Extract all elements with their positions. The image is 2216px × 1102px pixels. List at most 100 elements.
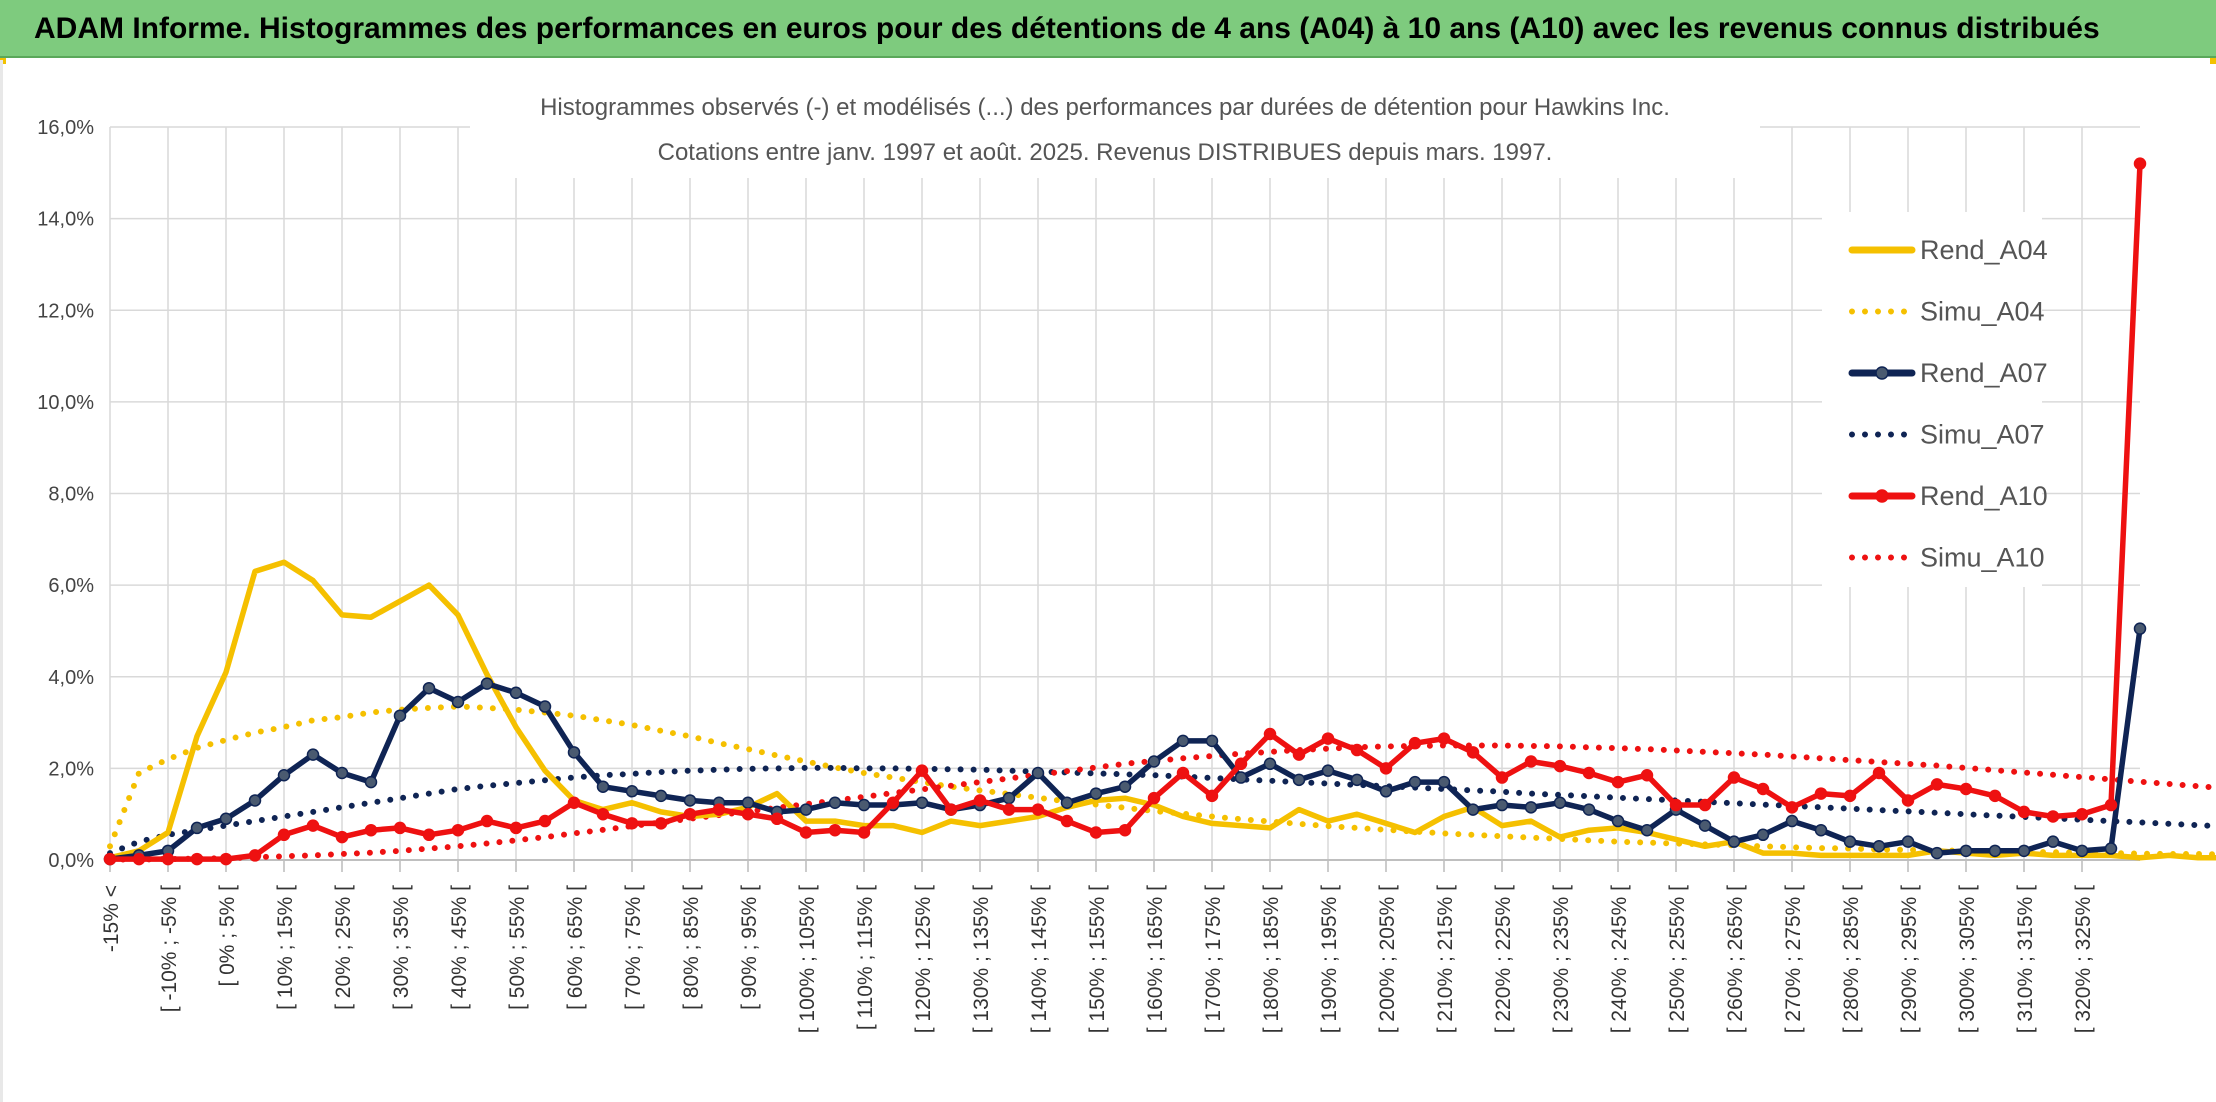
data-point-rend-a10 <box>2046 810 2060 823</box>
chart-legend: Rend_A04 Simu_A04 Rend_A07 Simu_A07 Rend_A10… <box>1848 235 2048 573</box>
banner-corner-right <box>2210 58 2216 64</box>
series-line-simu-a10 <box>107 742 2216 863</box>
x-tick-label: [ 190% ; 195% [ <box>1318 885 1341 1033</box>
data-point-rend-a07 <box>1437 775 1451 789</box>
y-tick-label: 8,0% <box>48 484 94 506</box>
data-point-rend-a10 <box>1176 766 1190 780</box>
data-point-rend-a10 <box>799 826 813 839</box>
legend-marker-rend-a07 <box>1875 366 1889 380</box>
x-tick-label: [ 50% ; 55% [ <box>506 885 529 1010</box>
data-point-rend-a10 <box>2017 805 2031 819</box>
data-point-rend-a10 <box>1408 736 1422 750</box>
data-point-rend-a10 <box>1031 803 1045 816</box>
data-point-rend-a10 <box>1524 755 1538 768</box>
data-point-rend-a10 <box>277 828 291 842</box>
data-point-rend-a10 <box>1843 789 1857 803</box>
data-point-rend-a10 <box>1002 803 1016 816</box>
y-tick-label: 0,0% <box>48 850 94 872</box>
x-tick-label: [ 110% ; 115% [ <box>854 885 877 1030</box>
y-tick-label: 10,0% <box>37 392 94 414</box>
data-point-rend-a07 <box>538 700 552 713</box>
data-point-rend-a07 <box>1350 773 1364 787</box>
data-point-rend-a10 <box>596 807 610 821</box>
data-point-rend-a07 <box>1234 771 1248 784</box>
series-line-simu-a04 <box>107 703 2216 858</box>
data-point-rend-a10 <box>1872 766 1886 780</box>
data-point-rend-a07 <box>2046 835 2060 848</box>
legend-label-simu-a04: Simu_A04 <box>1920 297 2045 327</box>
data-point-rend-a10 <box>2133 157 2147 170</box>
data-point-rend-a10 <box>1437 732 1451 745</box>
legend-label-simu-a10: Simu_A10 <box>1920 543 2045 573</box>
x-tick-label: [ -10% ; -5% [ <box>158 885 181 1012</box>
data-point-rend-a10 <box>161 852 175 866</box>
data-point-rend-a07 <box>277 768 291 782</box>
data-point-rend-a07 <box>335 766 349 780</box>
x-tick-label: [ 10% ; 15% [ <box>274 885 297 1010</box>
y-tick-label: 6,0% <box>48 575 94 597</box>
data-point-rend-a07 <box>306 748 320 761</box>
x-tick-label: [ 80% ; 85% [ <box>680 885 703 1010</box>
y-tick-label: 2,0% <box>48 758 94 780</box>
data-point-rend-a10 <box>2075 807 2089 821</box>
data-point-rend-a07 <box>2017 844 2031 858</box>
x-tick-label: [ 40% ; 45% [ <box>448 885 471 1010</box>
data-point-rend-a07 <box>1002 791 1016 805</box>
data-point-rend-a07 <box>1176 734 1190 748</box>
data-point-rend-a10 <box>1263 727 1277 741</box>
data-point-rend-a10 <box>1118 823 1132 837</box>
x-tick-label: [ 270% ; 275% [ <box>1782 885 1805 1033</box>
data-point-rend-a07 <box>1495 798 1509 812</box>
legend-marker-rend-a10 <box>1875 489 1889 503</box>
x-tick-label: [ 0% ; 5% [ <box>216 885 239 987</box>
data-point-rend-a07 <box>625 785 639 798</box>
data-point-rend-a07 <box>364 775 378 789</box>
x-tick-label: -15% < <box>100 885 123 952</box>
data-point-rend-a10 <box>1901 794 1915 807</box>
data-point-rend-a07 <box>1959 844 1973 858</box>
data-point-rend-a10 <box>712 803 726 816</box>
x-tick-label: [ 260% ; 265% [ <box>1724 885 1747 1033</box>
data-point-rend-a10 <box>509 821 523 835</box>
data-point-rend-a07 <box>1524 801 1538 814</box>
data-point-rend-a07 <box>654 789 668 803</box>
x-tick-label: [ 160% ; 165% [ <box>1144 885 1167 1033</box>
data-point-rend-a07 <box>2133 622 2147 635</box>
data-point-rend-a07 <box>1118 780 1132 793</box>
x-tick-label: [ 100% ; 105% [ <box>796 885 819 1033</box>
data-point-rend-a07 <box>1727 835 1741 848</box>
data-point-rend-a07 <box>1031 766 1045 780</box>
data-point-rend-a10 <box>2104 798 2118 812</box>
data-point-rend-a07 <box>1292 773 1306 787</box>
x-tick-label: [ 310% ; 315% [ <box>2014 885 2037 1033</box>
x-tick-label: [ 60% ; 65% [ <box>564 885 587 1010</box>
x-tick-label: [ 120% ; 125% [ <box>912 885 935 1033</box>
data-point-rend-a10 <box>422 828 436 842</box>
data-point-rend-a07 <box>799 803 813 816</box>
data-point-rend-a10 <box>480 814 494 828</box>
series-line-rend-a04 <box>107 559 2216 861</box>
data-point-rend-a10 <box>915 764 929 777</box>
data-point-rend-a07 <box>683 794 697 807</box>
data-point-rend-a07 <box>2104 842 2118 855</box>
data-point-rend-a10 <box>364 823 378 837</box>
data-point-rend-a07 <box>509 686 523 700</box>
chart-frame <box>0 60 2216 1102</box>
x-tick-label: [ 280% ; 285% [ <box>1840 885 1863 1033</box>
data-point-rend-a10 <box>219 852 233 866</box>
x-tick-label: [ 170% ; 175% [ <box>1202 885 1225 1033</box>
data-point-rend-a07 <box>1611 814 1625 828</box>
data-point-rend-a10 <box>1379 762 1393 775</box>
x-tick-label: [ 20% ; 25% [ <box>332 885 355 1010</box>
data-point-rend-a10 <box>1495 771 1509 784</box>
data-point-rend-a10 <box>654 817 668 830</box>
y-tick-label: 12,0% <box>37 300 94 322</box>
data-point-rend-a07 <box>219 812 233 826</box>
data-point-rend-a07 <box>1785 814 1799 828</box>
data-point-rend-a07 <box>915 796 929 809</box>
data-point-rend-a07 <box>1814 823 1828 837</box>
data-point-rend-a10 <box>1292 748 1306 761</box>
data-point-rend-a10 <box>1930 778 1944 791</box>
data-point-rend-a07 <box>422 681 436 695</box>
x-tick-label: [ 130% ; 135% [ <box>970 885 993 1033</box>
